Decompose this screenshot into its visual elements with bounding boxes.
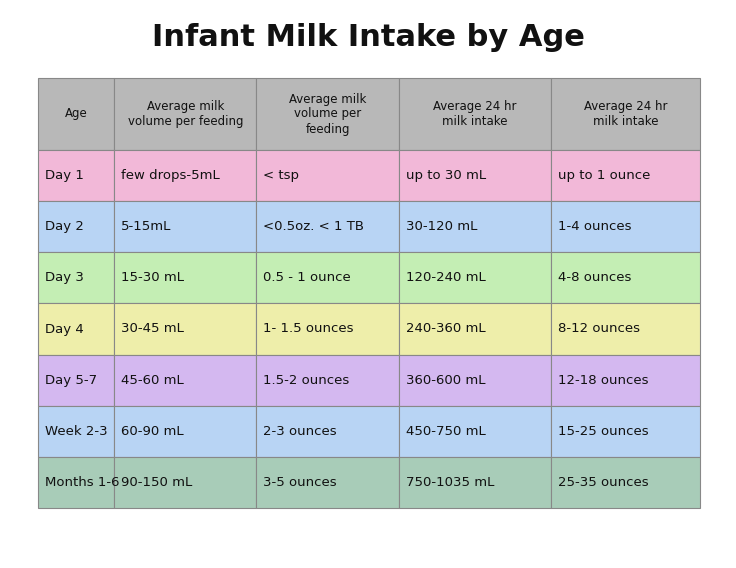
- Text: 750-1035 mL: 750-1035 mL: [406, 476, 494, 489]
- Text: Average 24 hr
milk intake: Average 24 hr milk intake: [434, 100, 517, 128]
- Text: 30-120 mL: 30-120 mL: [406, 220, 477, 233]
- Bar: [399, 457, 551, 508]
- Bar: [256, 457, 399, 508]
- Text: <0.5oz. < 1 TB: <0.5oz. < 1 TB: [263, 220, 364, 233]
- Text: 60-90 mL: 60-90 mL: [121, 425, 184, 438]
- Bar: [256, 303, 399, 354]
- Bar: [114, 252, 256, 303]
- Bar: [551, 303, 700, 354]
- Text: 45-60 mL: 45-60 mL: [121, 374, 184, 387]
- Text: Age: Age: [65, 107, 88, 120]
- Bar: [399, 303, 551, 354]
- Bar: [399, 354, 551, 406]
- Bar: [38, 78, 114, 150]
- Text: 240-360 mL: 240-360 mL: [406, 323, 486, 336]
- Text: 1- 1.5 ounces: 1- 1.5 ounces: [263, 323, 354, 336]
- Bar: [114, 457, 256, 508]
- Text: Months 1-6: Months 1-6: [45, 476, 119, 489]
- Text: Infant Milk Intake by Age: Infant Milk Intake by Age: [152, 23, 584, 52]
- Text: 12-18 ounces: 12-18 ounces: [558, 374, 648, 387]
- Bar: [551, 252, 700, 303]
- Text: 25-35 ounces: 25-35 ounces: [558, 476, 648, 489]
- Bar: [551, 354, 700, 406]
- Text: Week 2-3: Week 2-3: [45, 425, 107, 438]
- Bar: [38, 201, 114, 252]
- Bar: [114, 303, 256, 354]
- Bar: [114, 150, 256, 201]
- Bar: [399, 201, 551, 252]
- Text: 5-15mL: 5-15mL: [121, 220, 171, 233]
- Text: few drops-5mL: few drops-5mL: [121, 169, 220, 182]
- Text: Average milk
volume per
feeding: Average milk volume per feeding: [289, 93, 367, 136]
- Bar: [114, 201, 256, 252]
- Text: up to 1 ounce: up to 1 ounce: [558, 169, 651, 182]
- Bar: [399, 78, 551, 150]
- Text: 8-12 ounces: 8-12 ounces: [558, 323, 640, 336]
- Bar: [399, 252, 551, 303]
- Bar: [256, 406, 399, 457]
- Text: < tsp: < tsp: [263, 169, 300, 182]
- Bar: [38, 406, 114, 457]
- Bar: [114, 78, 256, 150]
- Bar: [256, 252, 399, 303]
- Text: Day 5-7: Day 5-7: [45, 374, 97, 387]
- Text: 120-240 mL: 120-240 mL: [406, 272, 486, 285]
- Bar: [551, 150, 700, 201]
- Text: Average 24 hr
milk intake: Average 24 hr milk intake: [584, 100, 668, 128]
- Text: 15-25 ounces: 15-25 ounces: [558, 425, 648, 438]
- Text: Day 1: Day 1: [45, 169, 84, 182]
- Text: 0.5 - 1 ounce: 0.5 - 1 ounce: [263, 272, 351, 285]
- Text: 360-600 mL: 360-600 mL: [406, 374, 485, 387]
- Text: 450-750 mL: 450-750 mL: [406, 425, 486, 438]
- Bar: [256, 150, 399, 201]
- Bar: [551, 406, 700, 457]
- Text: 3-5 ounces: 3-5 ounces: [263, 476, 337, 489]
- Text: 4-8 ounces: 4-8 ounces: [558, 272, 631, 285]
- Text: Average milk
volume per feeding: Average milk volume per feeding: [127, 100, 243, 128]
- Text: 1.5-2 ounces: 1.5-2 ounces: [263, 374, 350, 387]
- Bar: [551, 201, 700, 252]
- Text: up to 30 mL: up to 30 mL: [406, 169, 486, 182]
- Bar: [114, 354, 256, 406]
- Text: Day 3: Day 3: [45, 272, 84, 285]
- Bar: [399, 406, 551, 457]
- Bar: [256, 201, 399, 252]
- Text: 30-45 mL: 30-45 mL: [121, 323, 184, 336]
- Text: Day 4: Day 4: [45, 323, 84, 336]
- Bar: [551, 457, 700, 508]
- Text: 2-3 ounces: 2-3 ounces: [263, 425, 337, 438]
- Bar: [256, 78, 399, 150]
- Bar: [38, 252, 114, 303]
- Bar: [551, 78, 700, 150]
- Bar: [256, 354, 399, 406]
- Bar: [38, 354, 114, 406]
- Text: 90-150 mL: 90-150 mL: [121, 476, 192, 489]
- Bar: [114, 406, 256, 457]
- Text: Day 2: Day 2: [45, 220, 84, 233]
- Bar: [38, 150, 114, 201]
- Bar: [38, 303, 114, 354]
- Bar: [38, 457, 114, 508]
- Bar: [399, 150, 551, 201]
- Text: 15-30 mL: 15-30 mL: [121, 272, 184, 285]
- Text: 1-4 ounces: 1-4 ounces: [558, 220, 631, 233]
